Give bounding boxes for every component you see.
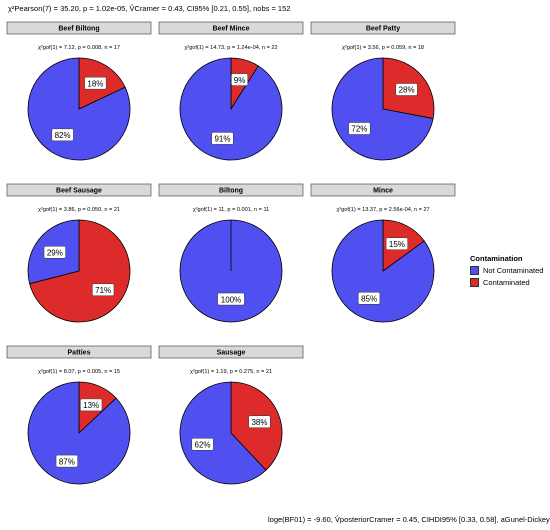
slice-not-contaminated [179,381,267,485]
contaminated-label-box [385,237,408,250]
not-contaminated-label-box [51,128,74,142]
facet-subtitle: χ²gof(1) = 3.56, p = 0.059, n = 18 [342,45,424,51]
facet-mince: Mince χ²gof(1) = 13.37, p = 2.56e-04, n =… [310,183,456,323]
facet-sausage: Sausage χ²gof(1) = 1.19, p = 0.275, n = 2… [158,345,304,485]
facet-title: Beef Sausage [56,188,102,195]
facet-title: Biltong [219,188,243,195]
contaminated-label-box [92,283,115,297]
facet-subtitle: χ²gof(1) = 8.07, p = 0.005, n = 15 [38,369,120,375]
facet-strip [310,183,456,197]
facet-title: Sausage [217,350,246,357]
legend-label-not-contaminated: Not Contaminated [483,266,544,275]
contaminated-label-box [395,83,418,96]
contaminated-label: 15% [389,240,405,249]
facet-beef-patty: Beef Patty χ²gof(1) = 3.56, p = 0.059, n … [310,21,456,161]
facet-strip [6,183,152,197]
not-contaminated-label: 72% [351,125,367,134]
contaminated-label-box [84,76,107,90]
legend-item-not-contaminated: Not Contaminated [470,266,543,275]
slice-not-contaminated [27,381,131,485]
facet-beef-mince: Beef Mince χ²gof(1) = 14.73, p = 1.24e-04… [158,21,304,161]
facet-title: Beef Biltong [58,26,99,33]
not-contaminated-label: 82% [55,131,71,140]
facet-biltong: Biltong χ²gof(1) = 11, p = 0.001, n = 11 1… [158,183,304,323]
not-contaminated-label: 87% [59,457,75,466]
contaminated-label: 38% [251,418,267,427]
facet-title: Beef Patty [366,26,400,33]
not-contaminated-label: 85% [361,294,377,303]
overall-stats: χ²Pearson(7) = 35.20, p = 1.02e-05, V̂Cr… [8,4,291,13]
not-contaminated-label: 100% [221,295,241,304]
facet-strip [6,21,152,35]
facet-strip [158,183,304,197]
facet-beef-sausage: Beef Sausage χ²gof(1) = 3.86, p = 0.050, … [6,183,152,323]
legend-key-contaminated [470,278,479,287]
facet-title: Patties [68,350,91,357]
facet-patties: Patties χ²gof(1) = 8.07, p = 0.005, n = 1… [6,345,152,485]
not-contaminated-label-box [211,132,234,145]
facet-strip [6,345,152,359]
contaminated-label: 9% [234,76,246,85]
not-contaminated-label-box [191,438,214,451]
facet-title: Beef Mince [213,26,250,33]
facet-strip [310,21,456,35]
legend-item-contaminated: Contaminated [470,278,530,287]
bayes-stats: loge(BF01) = -9.60, V̂posteriorCramer = … [268,515,550,524]
facet-subtitle: χ²gof(1) = 3.86, p = 0.050, n = 21 [38,207,120,213]
legend-title: Contamination [470,254,523,263]
facet-subtitle: χ²gof(1) = 13.37, p = 2.56e-04, n = 27 [336,207,429,213]
facet-subtitle: χ²gof(1) = 11, p = 0.001, n = 11 [193,207,270,213]
facet-strip [158,345,304,359]
slice-not-contaminated [331,219,435,323]
not-contaminated-label-box [55,454,78,468]
not-contaminated-label-box [217,292,245,306]
facet-title: Mince [373,188,393,195]
not-contaminated-label-box [43,245,66,259]
facet-beef-biltong: Beef Biltong χ²gof(1) = 7.12, p = 0.008, … [6,21,152,161]
not-contaminated-label: 62% [195,440,211,449]
slice-contaminated [29,219,131,323]
contaminated-label: 71% [95,286,111,295]
not-contaminated-label: 29% [47,248,63,257]
facet-subtitle: χ²gof(1) = 14.73, p = 1.24e-04, n = 22 [184,45,277,51]
contaminated-label: 13% [83,401,99,410]
not-contaminated-label-box [348,122,371,135]
facet-subtitle: χ²gof(1) = 1.19, p = 0.275, n = 21 [190,369,272,375]
not-contaminated-label: 91% [214,135,230,144]
legend-key-not-contaminated [470,266,479,275]
not-contaminated-label-box [358,292,381,305]
contaminated-label-box [248,415,271,428]
contaminated-label-box [80,398,103,412]
contaminated-label-box [231,73,248,86]
legend-label-contaminated: Contaminated [483,278,530,287]
slice-not-contaminated [179,57,283,161]
contaminated-label: 18% [87,79,103,88]
contaminated-label: 28% [399,86,415,95]
facet-subtitle: χ²gof(1) = 7.12, p = 0.008, n = 17 [38,45,120,51]
facet-strip [158,21,304,35]
